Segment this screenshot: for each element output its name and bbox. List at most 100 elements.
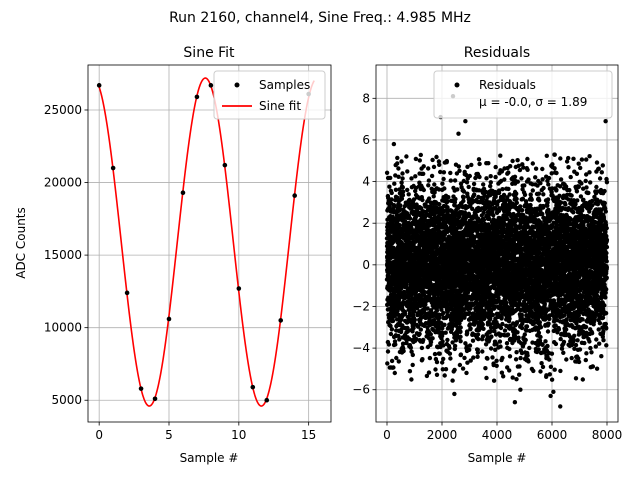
residual-point — [450, 340, 454, 344]
legend-sine-fit-label: Sine fit — [259, 99, 301, 113]
residual-point — [489, 174, 493, 178]
residual-point — [514, 350, 518, 354]
residual-point — [561, 351, 565, 355]
residual-point — [559, 177, 563, 181]
residual-point — [438, 352, 442, 356]
residual-point — [550, 378, 554, 382]
residual-point — [432, 182, 436, 186]
residual-point — [394, 356, 398, 360]
residual-point — [503, 328, 507, 332]
figure-title: Run 2160, channel4, Sine Freq.: 4.985 MH… — [169, 10, 471, 26]
sample-point — [111, 166, 116, 171]
residual-point — [507, 368, 511, 372]
sine-fit-y-tick-label: 25000 — [44, 103, 82, 117]
residual-point — [499, 333, 503, 337]
residual-point — [540, 177, 544, 181]
residual-point — [475, 355, 479, 359]
residual-point — [549, 365, 553, 369]
residual-point — [395, 156, 399, 160]
sine-fit-title: Sine Fit — [183, 45, 235, 61]
residual-point — [465, 165, 469, 169]
residual-point — [480, 349, 484, 353]
residual-point — [514, 377, 518, 381]
residual-point — [555, 211, 559, 215]
sample-point — [292, 193, 297, 198]
residual-point — [523, 319, 527, 323]
residual-point — [464, 371, 468, 375]
residual-point — [405, 188, 409, 192]
residual-point — [518, 356, 522, 360]
residual-point — [432, 194, 436, 198]
residual-point — [435, 373, 439, 377]
residual-point — [500, 356, 504, 360]
residual-point — [584, 358, 588, 362]
residual-point — [433, 367, 437, 371]
sine-fit-y-tick-label: 10000 — [44, 321, 82, 335]
residual-point — [575, 338, 579, 342]
residual-point — [525, 157, 529, 161]
residual-point — [526, 359, 530, 363]
residual-point — [427, 178, 431, 182]
residual-point — [494, 165, 498, 169]
residual-point — [437, 163, 441, 167]
sine-fit-x-tick-label: 5 — [165, 428, 173, 442]
residual-point — [515, 158, 519, 162]
residual-point — [514, 357, 518, 361]
residual-point — [578, 166, 582, 170]
residual-point — [473, 176, 477, 180]
residual-point — [604, 311, 608, 315]
residual-point — [595, 367, 599, 371]
residual-point — [440, 182, 444, 186]
residual-point — [450, 378, 454, 382]
legend-samples-label: Samples — [259, 78, 310, 92]
residual-point — [554, 188, 558, 192]
residual-point — [594, 185, 598, 189]
residual-point — [546, 329, 550, 333]
residual-point — [572, 347, 576, 351]
sample-point — [195, 95, 200, 100]
residual-point — [587, 339, 591, 343]
residual-point — [409, 176, 413, 180]
residual-point — [414, 157, 418, 161]
sine-fit-y-tick-label: 15000 — [44, 248, 82, 262]
residual-point — [550, 186, 554, 190]
residual-point — [494, 332, 498, 336]
residual-point — [432, 165, 436, 169]
residual-point — [430, 174, 434, 178]
residual-point — [571, 210, 575, 214]
residual-point — [420, 346, 424, 350]
residual-point — [588, 180, 592, 184]
residual-point — [505, 341, 509, 345]
residual-point — [531, 188, 535, 192]
residual-point — [387, 185, 391, 189]
residual-point — [511, 375, 515, 379]
residual-point — [484, 376, 488, 380]
sample-point — [125, 291, 130, 296]
residual-point — [399, 180, 403, 184]
residual-point — [560, 347, 564, 351]
residual-point — [521, 184, 525, 188]
residual-point — [548, 372, 552, 376]
sample-point — [237, 286, 242, 291]
residual-point — [599, 354, 603, 358]
residual-point — [389, 365, 393, 369]
residual-point — [434, 155, 438, 159]
residual-point — [564, 357, 568, 361]
residual-point — [558, 156, 562, 160]
residual-point — [430, 158, 434, 162]
sample-point — [278, 318, 283, 323]
residual-point — [428, 343, 432, 347]
residual-point — [386, 340, 390, 344]
sample-point — [264, 398, 269, 403]
residual-point — [446, 350, 450, 354]
residual-point — [580, 157, 584, 161]
residual-point — [426, 183, 430, 187]
sine-fit-x-tick-label: 15 — [301, 428, 316, 442]
residual-point — [449, 178, 453, 182]
residual-point — [516, 336, 520, 340]
residual-point — [517, 303, 521, 307]
residual-point — [392, 182, 396, 186]
residual-point — [558, 369, 562, 373]
residual-point — [408, 369, 412, 373]
